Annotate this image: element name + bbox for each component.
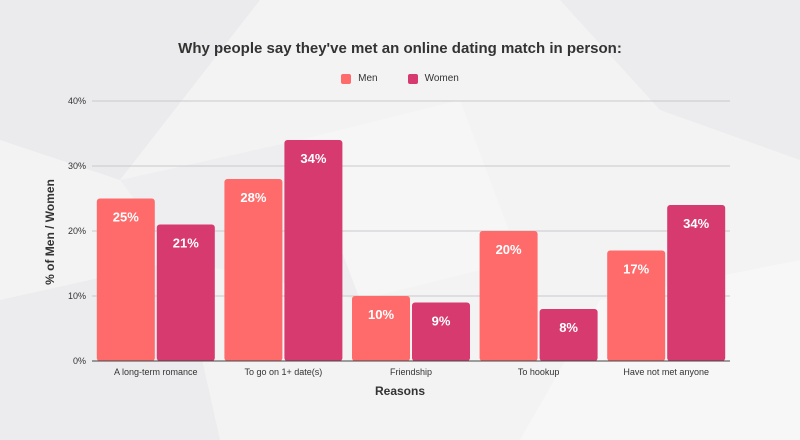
legend-swatch-men: [341, 73, 352, 84]
bar-women: [284, 140, 343, 361]
bar-women: [412, 302, 470, 361]
data-label: 8%: [559, 320, 578, 335]
x-tick-label: A long-term romance: [114, 367, 198, 377]
bar-men: [352, 296, 410, 361]
data-label: 34%: [683, 216, 709, 231]
bar-men: [224, 179, 283, 361]
chart-title: Why people say they've met an online dat…: [178, 40, 622, 57]
y-tick-label: 10%: [68, 291, 86, 301]
data-label: 21%: [173, 236, 199, 251]
y-tick-label: 20%: [68, 226, 86, 236]
legend-label-men: Men: [358, 73, 378, 84]
legend-item-women: Women: [407, 73, 459, 84]
x-tick-label: Have not met anyone: [623, 367, 709, 377]
data-label: 9%: [432, 314, 451, 329]
data-label: 34%: [300, 151, 326, 166]
bar-men: [96, 198, 155, 361]
bar-men: [479, 231, 538, 361]
legend-label-women: Women: [424, 73, 459, 84]
y-tick-label: 0%: [73, 356, 86, 366]
data-label: 10%: [368, 307, 394, 322]
x-axis-label: Reasons: [374, 384, 426, 398]
x-tick-label: To hookup: [518, 367, 560, 377]
bar-men: [607, 250, 666, 361]
legend-swatch-women: [407, 73, 418, 84]
x-tick-label: Friendship: [390, 367, 432, 377]
legend-item-men: Men: [341, 73, 378, 84]
data-label: 20%: [496, 242, 522, 257]
legend: Men Women: [0, 73, 800, 84]
y-tick-label: 40%: [68, 96, 86, 106]
data-label: 25%: [113, 210, 139, 225]
bar-women: [156, 224, 215, 361]
bar-women: [539, 309, 598, 361]
y-tick-label: 30%: [68, 161, 86, 171]
data-label: 28%: [240, 190, 266, 205]
bar-women: [667, 205, 726, 361]
data-label: 17%: [623, 262, 649, 277]
x-tick-label: To go on 1+ date(s): [244, 367, 322, 377]
